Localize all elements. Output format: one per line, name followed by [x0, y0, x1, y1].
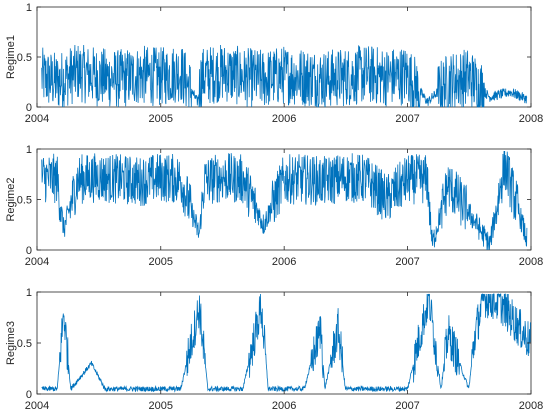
y-axis-label: Regime2 [5, 177, 17, 221]
y-tick-label: 0.5 [17, 52, 32, 64]
y-axis-label: Regime3 [5, 321, 17, 365]
x-tick-label: 2006 [272, 400, 296, 412]
x-tick-label: 2008 [519, 113, 543, 125]
x-tick-label: 2004 [25, 113, 49, 125]
x-tick-label: 2004 [25, 400, 49, 412]
axes-box [36, 291, 532, 395]
y-tick-label: 0 [26, 389, 32, 401]
y-tick-label: 1 [26, 144, 32, 156]
x-tick-label: 2007 [395, 113, 419, 125]
y-tick-label: 0 [26, 245, 32, 257]
x-tick-label: 2006 [272, 256, 296, 268]
x-tick-label: 2005 [149, 400, 173, 412]
x-tick-label: 2007 [395, 256, 419, 268]
y-tick-label: 1 [26, 2, 32, 14]
y-tick-label: 0.5 [17, 338, 32, 350]
series-line [41, 293, 531, 393]
y-tick-label: 0.5 [17, 195, 32, 207]
x-tick-label: 2008 [519, 256, 543, 268]
x-tick-label: 2007 [395, 400, 419, 412]
x-tick-label: 2005 [149, 256, 173, 268]
series-line [41, 150, 528, 251]
x-tick-label: 2004 [25, 256, 49, 268]
x-tick-label: 2008 [519, 400, 543, 412]
x-tick-label: 2006 [272, 113, 296, 125]
panel-2: 2004 2005 2006 2007 2008 0 0.5 1 Regime2 [5, 144, 543, 268]
panel-3: 2004 2005 2006 2007 2008 0 0.5 1 Regime3 [5, 287, 543, 412]
x-tick-label: 2005 [149, 113, 173, 125]
series-line [41, 44, 528, 108]
y-tick-label: 1 [26, 287, 32, 299]
panel-1: 2004 2005 2006 2007 2008 0 0.5 1 Regime1 [5, 2, 543, 125]
y-tick-label: 0 [26, 102, 32, 114]
y-axis-label: Regime1 [5, 35, 17, 79]
